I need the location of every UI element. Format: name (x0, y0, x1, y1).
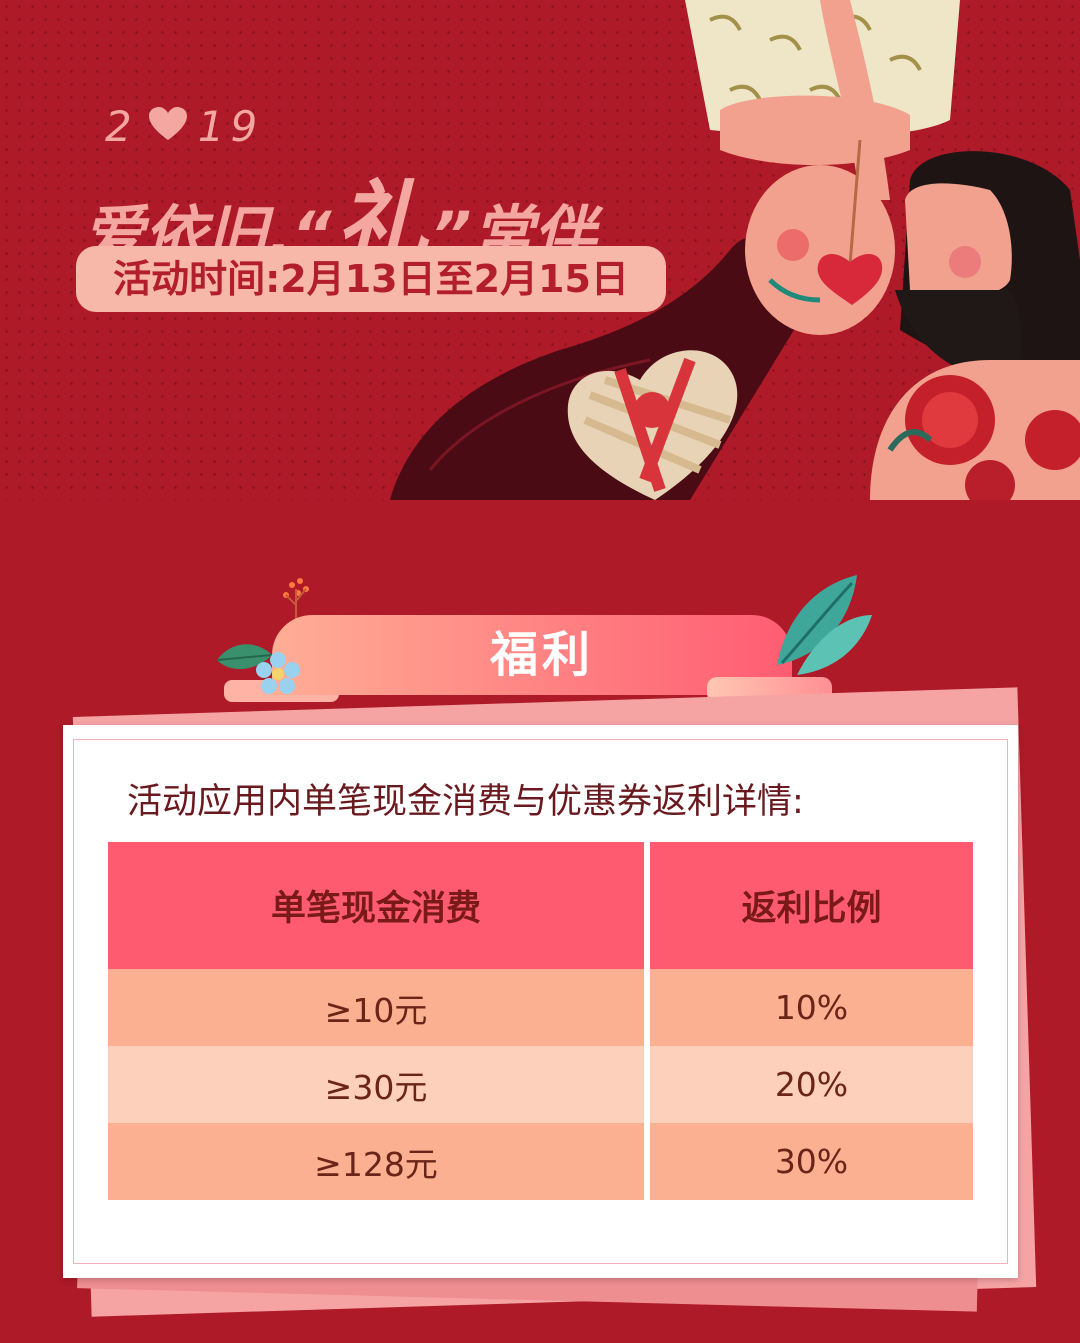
details-card: 活动应用内单笔现金消费与优惠券返利详情: 单笔现金消费 返利比例 ≥10元 10… (63, 725, 1018, 1278)
welfare-banner: 福利 (212, 575, 872, 705)
heart-gift-box-icon (567, 350, 738, 500)
table-row: ≥128元 30% (108, 1123, 973, 1200)
rebate-cell: 20% (647, 1046, 973, 1123)
tropical-leaf-icon (777, 575, 872, 675)
banner-shape (272, 615, 792, 695)
table-row: ≥30元 20% (108, 1046, 973, 1123)
leaf-decoration-icon (216, 644, 273, 670)
year-digit-9: 9 (230, 101, 264, 151)
berry-branch-icon (283, 578, 309, 623)
spend-cell: ≥30元 (108, 1046, 650, 1123)
year-digit-2: 2 (105, 101, 138, 151)
year-row: 2 1 9 (105, 101, 264, 151)
event-time-badge: 活动时间:2月13日至2月15日 (76, 246, 666, 312)
rebate-cell: 30% (647, 1123, 973, 1200)
rebate-table: 单笔现金消费 返利比例 ≥10元 10% ≥30元 20% ≥128元 30% (108, 842, 973, 1200)
couple-illustration (390, 0, 1080, 500)
spend-cell: ≥128元 (108, 1123, 650, 1200)
year-digit-1: 1 (197, 101, 231, 151)
spend-cell: ≥10元 (108, 969, 650, 1046)
table-row: ≥10元 10% (108, 969, 973, 1046)
banner-title: 福利 (489, 627, 594, 683)
heart-icon (148, 106, 188, 146)
flower-decoration-icon (256, 652, 300, 694)
details-description: 活动应用内单笔现金消费与优惠券返利详情: (127, 782, 804, 822)
rebate-cell: 10% (647, 969, 973, 1046)
table-header-row: 单笔现金消费 返利比例 (108, 842, 973, 969)
column-header-spend: 单笔现金消费 (108, 842, 650, 969)
column-header-rebate: 返利比例 (647, 842, 973, 969)
card-border (73, 739, 1008, 1264)
